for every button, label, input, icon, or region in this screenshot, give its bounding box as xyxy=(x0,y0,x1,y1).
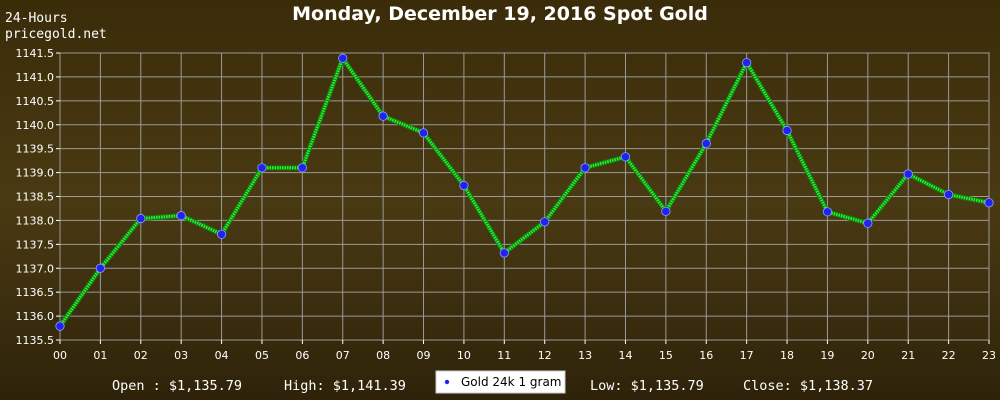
x-tick-label: 04 xyxy=(215,349,229,362)
data-point-01 xyxy=(95,263,105,273)
x-tick-label: 15 xyxy=(659,349,673,362)
x-tick-label: 01 xyxy=(93,349,107,362)
x-tick-label: 14 xyxy=(618,349,632,362)
x-tick-label: 11 xyxy=(497,349,511,362)
x-tick-label: 09 xyxy=(417,349,431,362)
data-point-18 xyxy=(782,125,792,136)
data-point-22 xyxy=(944,189,954,200)
x-tick-label: 07 xyxy=(336,349,350,362)
data-point-17 xyxy=(742,57,752,68)
x-tick-label: 03 xyxy=(174,349,188,362)
series-line-shadow xyxy=(57,55,990,328)
series-line xyxy=(58,56,990,327)
data-point-03 xyxy=(176,211,186,221)
y-tick-label: 1138.5 xyxy=(16,191,55,204)
legend: Gold 24k 1 gram xyxy=(435,370,566,394)
x-tick-label: 17 xyxy=(740,349,754,362)
y-tick-label: 1139.5 xyxy=(16,143,55,156)
series-gold xyxy=(55,53,994,331)
y-tick-label: 1140.5 xyxy=(16,95,55,108)
data-point-15 xyxy=(661,206,671,216)
data-point-23 xyxy=(984,198,994,208)
x-tick-label: 23 xyxy=(982,349,996,362)
grid-lines xyxy=(59,52,990,341)
x-tick-label: 19 xyxy=(820,349,834,362)
x-tick-label: 22 xyxy=(942,349,956,362)
y-tick-label: 1138.0 xyxy=(16,214,55,227)
y-tick-label: 1136.5 xyxy=(16,286,55,299)
y-tick-label: 1139.0 xyxy=(16,167,55,180)
data-point-16 xyxy=(701,138,711,149)
low-stat: Low: $1,135.79 xyxy=(590,378,704,394)
close-stat: Close: $1,138.37 xyxy=(743,378,873,394)
legend-box xyxy=(435,370,566,394)
data-point-14 xyxy=(620,152,631,162)
legend-marker-icon xyxy=(444,379,450,385)
x-axis-ticks: 00 01 02 03 04 05 06 07 08 09 10 11 12 13 14 15 16 17 18 19… xyxy=(53,340,996,362)
y-tick-label: 1136.0 xyxy=(16,310,55,323)
data-point-21 xyxy=(903,169,913,179)
data-point-20 xyxy=(863,218,873,228)
data-point-07 xyxy=(338,53,348,63)
data-point-00 xyxy=(55,321,65,331)
y-axis-ticks: 1135.5 1136.0 1136.5 1137.0 1137.5 1138.0 1138… xyxy=(16,47,60,347)
data-point-04 xyxy=(216,229,227,239)
x-tick-label: 05 xyxy=(255,349,269,362)
y-tick-label: 1140.0 xyxy=(16,119,55,132)
data-point-12 xyxy=(540,217,550,227)
legend-label: Gold 24k 1 gram xyxy=(461,375,561,389)
x-tick-label: 21 xyxy=(901,349,915,362)
x-tick-label: 13 xyxy=(578,349,592,362)
chart-title: Monday, December 19, 2016 Spot Gold xyxy=(292,3,708,25)
x-tick-label: 12 xyxy=(538,349,552,362)
data-point-10 xyxy=(459,180,469,191)
data-point-06 xyxy=(297,163,307,173)
data-point-08 xyxy=(378,111,388,121)
y-tick-label: 1137.5 xyxy=(16,238,55,251)
data-point-13 xyxy=(580,163,590,173)
x-tick-label: 06 xyxy=(295,349,309,362)
corner-label-line2: pricegold.net xyxy=(5,27,107,42)
high-stat: High: $1,141.39 xyxy=(284,378,406,394)
x-tick-label: 20 xyxy=(861,349,875,362)
y-tick-label: 1141.5 xyxy=(16,47,55,60)
x-tick-label: 08 xyxy=(376,349,390,362)
y-tick-label: 1141.0 xyxy=(16,71,55,84)
open-stat: Open : $1,135.79 xyxy=(112,378,242,394)
data-point-09 xyxy=(418,128,429,138)
y-tick-label: 1135.5 xyxy=(16,334,55,347)
corner-label-line1: 24-Hours xyxy=(5,11,68,26)
data-point-05 xyxy=(257,163,267,173)
data-point-02 xyxy=(136,213,146,224)
data-point-19 xyxy=(822,207,833,217)
x-tick-label: 18 xyxy=(780,349,794,362)
data-point-11 xyxy=(499,248,509,258)
x-tick-label: 00 xyxy=(53,349,67,362)
x-tick-label: 10 xyxy=(457,349,471,362)
x-tick-label: 02 xyxy=(134,349,148,362)
x-tick-label: 16 xyxy=(699,349,713,362)
y-tick-label: 1137.0 xyxy=(16,262,55,275)
